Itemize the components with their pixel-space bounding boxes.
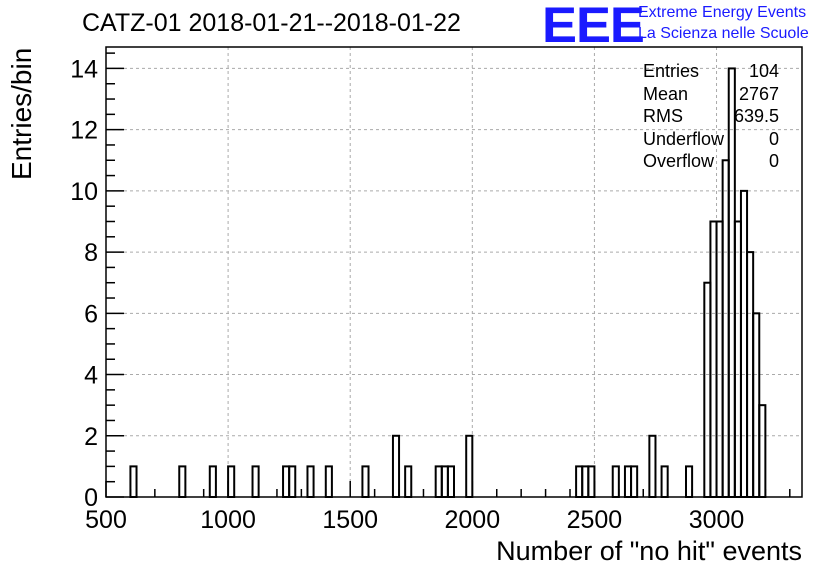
stats-value: 639.5	[733, 106, 779, 126]
y-tick-label: 12	[70, 117, 98, 145]
y-tick-label: 6	[84, 300, 98, 328]
logo-line-2: La Scienza nelle Scuole	[638, 25, 809, 42]
stats-row-overflow: Overflow 0	[643, 150, 779, 173]
histogram-bin	[587, 465, 596, 499]
stats-label: Entries	[643, 61, 700, 81]
x-tick-label: 1000	[200, 506, 256, 534]
y-tick-label: 0	[84, 484, 98, 512]
stats-value: 2767	[738, 83, 779, 104]
histogram-bin	[129, 465, 138, 499]
stats-value: 0	[768, 128, 779, 149]
stats-row-mean: Mean 2767	[643, 83, 779, 106]
histogram-bin	[630, 465, 639, 499]
histogram-bin	[404, 465, 413, 499]
histogram-bin	[685, 465, 694, 499]
plot-frame	[105, 46, 803, 498]
axes: 500 1000 1500 2000 2500 3000 0 2 4 6 8 10 12 14	[70, 46, 803, 534]
y-tick-label: 14	[70, 55, 98, 83]
histogram-bin	[324, 465, 333, 499]
histogram-bin	[611, 465, 620, 499]
y-tick-label: 4	[84, 362, 98, 390]
stats-label: Overflow	[643, 151, 715, 171]
stats-label: RMS	[643, 106, 683, 126]
stats-row-entries: Entries 104	[643, 60, 779, 83]
logo-line-1: Extreme Energy Events	[638, 4, 807, 21]
histogram-bin	[251, 465, 260, 499]
x-tick-label: 3000	[689, 506, 745, 534]
x-tick-label: 2500	[567, 506, 623, 534]
chart-title: CATZ-01 2018-01-21--2018-01-22	[82, 9, 461, 37]
x-tick-label: 2000	[445, 506, 501, 534]
histogram-bin	[391, 434, 401, 499]
y-tick-label: 10	[70, 178, 98, 206]
stats-box: Entries 104 Mean 2767 RMS 639.5 Underflo…	[643, 60, 779, 173]
x-tick-label: 1500	[322, 506, 378, 534]
histogram-bin	[227, 465, 236, 499]
stats-label: Underflow	[643, 128, 725, 149]
y-tick-label: 8	[84, 239, 98, 267]
histogram-bin	[446, 465, 456, 499]
histogram-bin	[361, 465, 370, 499]
histogram-bin	[758, 404, 767, 498]
histogram-bin	[178, 465, 187, 499]
histogram-bin	[208, 465, 217, 499]
histogram-bin	[648, 434, 657, 499]
eee-logo: EEE	[542, 0, 645, 53]
histogram-bin	[465, 434, 474, 499]
y-axis-label: Entries/bin	[6, 47, 37, 180]
x-axis-label: Number of "no hit" events	[496, 536, 802, 566]
histogram-bin	[660, 465, 669, 499]
histogram-bin	[306, 465, 315, 499]
y-tick-label: 2	[84, 423, 98, 451]
x-tick-label: 500	[85, 506, 127, 534]
stats-value: 0	[768, 151, 779, 171]
histogram-bin	[288, 465, 297, 499]
stats-row-underflow: Underflow 0	[643, 128, 779, 151]
stats-row-rms: RMS 639.5	[643, 105, 779, 128]
stats-value: 104	[748, 61, 779, 81]
stats-label: Mean	[643, 83, 689, 104]
